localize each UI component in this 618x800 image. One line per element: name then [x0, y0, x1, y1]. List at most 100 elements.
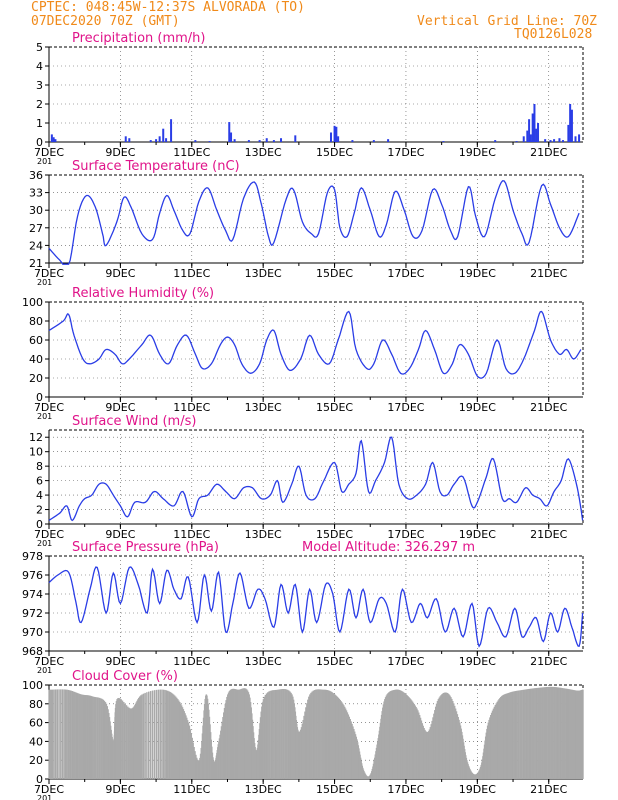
- precip-bar: [515, 141, 518, 142]
- cloud-cover-bar: [186, 720, 189, 779]
- y-tick-label: 970: [22, 626, 43, 639]
- y-tick-label: 21: [29, 257, 43, 270]
- cloud-cover-bar: [224, 703, 227, 779]
- cloud-cover-bar: [63, 689, 65, 779]
- cloud-cover-bar: [573, 690, 576, 779]
- cloud-cover-bar: [569, 689, 571, 779]
- cloud-cover-bar: [153, 690, 156, 779]
- cloud-cover-bar: [120, 699, 122, 779]
- cloud-cover-bar: [182, 709, 185, 779]
- cloud-cover-bar: [331, 692, 334, 779]
- cloud-cover-bar: [173, 695, 176, 779]
- cloud-cover-bar: [343, 706, 346, 779]
- model-altitude: Model Altitude: 326.297 m: [302, 540, 475, 555]
- cloud-cover-bar: [449, 695, 451, 779]
- y-tick-label: 33: [29, 187, 43, 200]
- cloud-cover-bar: [244, 688, 246, 779]
- precip-bar: [149, 140, 152, 142]
- y-tick-label: 4: [36, 489, 43, 502]
- cloud-cover-bar: [128, 707, 130, 779]
- cloud-cover-bar: [306, 703, 308, 779]
- cloud-cover-bar: [66, 689, 68, 779]
- precip-bar: [335, 126, 338, 142]
- precip-bar: [208, 141, 211, 142]
- cloud-cover-bar: [528, 688, 530, 779]
- cloud-cover-bar: [560, 687, 562, 779]
- cloud-cover-bar: [396, 689, 399, 779]
- x-tick-label: 11DEC: [173, 528, 210, 541]
- station-line: CPTEC: 048:45W-12:37S ALVORADA (TO): [31, 0, 305, 15]
- cloud-cover-bar: [529, 688, 531, 779]
- cloud-cover-bar: [390, 690, 392, 779]
- y-tick-label: 0: [36, 518, 43, 531]
- cloud-cover-bar: [440, 695, 442, 779]
- cloud-cover-bar: [425, 731, 427, 779]
- cloud-cover-bar: [265, 693, 268, 779]
- cloud-cover-bar: [503, 694, 505, 779]
- cloud-cover-bar: [303, 715, 305, 779]
- cloud-cover-bar: [92, 696, 94, 779]
- cloud-cover-bar: [90, 695, 92, 779]
- cloud-cover-bar: [149, 691, 152, 779]
- cloud-cover-bar: [191, 737, 193, 779]
- cloud-cover-bar: [412, 702, 415, 779]
- x-tick-label: 17DEC: [387, 528, 424, 541]
- cloud-cover-bar: [452, 703, 455, 779]
- cloud-cover-bar: [335, 695, 337, 779]
- precip-bar: [52, 137, 55, 142]
- cloud-cover-bar: [98, 697, 101, 779]
- cloud-cover-bar: [49, 689, 51, 779]
- cloud-cover-bar: [408, 697, 410, 779]
- y-tick-label: 8: [36, 460, 43, 473]
- cloud-cover-bar: [164, 689, 166, 779]
- x-tick-label: 21DEC: [530, 146, 567, 159]
- cloud-cover-bar: [409, 699, 412, 779]
- cloud-cover-bar: [384, 697, 387, 779]
- cloud-cover-bar: [392, 690, 395, 779]
- y-tick-label: 0: [36, 136, 43, 149]
- cloud-cover-bar: [401, 691, 403, 779]
- cloud-cover-bar: [434, 706, 437, 779]
- cloud-cover-bar: [354, 734, 357, 779]
- cloud-cover-bar: [512, 691, 514, 779]
- cloud-cover-bar: [127, 706, 129, 779]
- cloud-cover-bar: [83, 694, 86, 779]
- cloud-cover-bar: [517, 690, 519, 779]
- cloud-cover-bar: [129, 708, 132, 779]
- precip-bar: [170, 119, 173, 142]
- cloud-cover-bar: [388, 692, 390, 779]
- x-tick-label: 9DEC: [105, 267, 135, 280]
- cloud-cover-bar: [553, 686, 555, 779]
- cloud-cover-bar: [89, 695, 91, 779]
- cloud-cover-bar: [525, 689, 528, 779]
- precip-bar: [158, 136, 161, 142]
- cloud-cover-bar: [504, 694, 506, 779]
- precip-bar: [165, 138, 168, 142]
- cloud-cover-bar: [96, 697, 98, 779]
- cloud-cover-bar: [179, 703, 182, 779]
- cloud-cover-bar: [86, 695, 89, 779]
- cloud-cover-bar: [524, 689, 526, 779]
- cloud-cover-bar: [284, 689, 287, 779]
- x-tick-label: 7DEC: [34, 783, 64, 796]
- cloud-cover-bar: [327, 690, 329, 779]
- x-tick-label: 15DEC: [316, 401, 353, 414]
- cloud-cover-bar: [316, 689, 318, 779]
- cloud-cover-bar: [174, 696, 177, 779]
- precip-bar: [535, 128, 538, 142]
- cloud-cover-bar: [340, 701, 342, 779]
- cloud-cover-bar: [299, 729, 302, 779]
- cloud-cover-bar: [106, 706, 109, 779]
- precip-bar: [280, 138, 283, 142]
- cloud-cover-bar: [221, 721, 223, 779]
- cloud-cover-bar: [401, 691, 404, 779]
- cloud-cover-bar: [179, 702, 181, 779]
- cloud-cover-bar: [268, 691, 270, 779]
- cloud-cover-bar: [282, 689, 284, 779]
- cloud-cover-bar: [310, 692, 312, 779]
- cloud-cover-bar: [309, 694, 311, 779]
- cloud-cover-bar: [328, 690, 330, 779]
- cloud-cover-bar: [532, 688, 535, 779]
- cloud-cover-bar: [423, 727, 425, 779]
- cloud-cover-bar: [278, 689, 280, 779]
